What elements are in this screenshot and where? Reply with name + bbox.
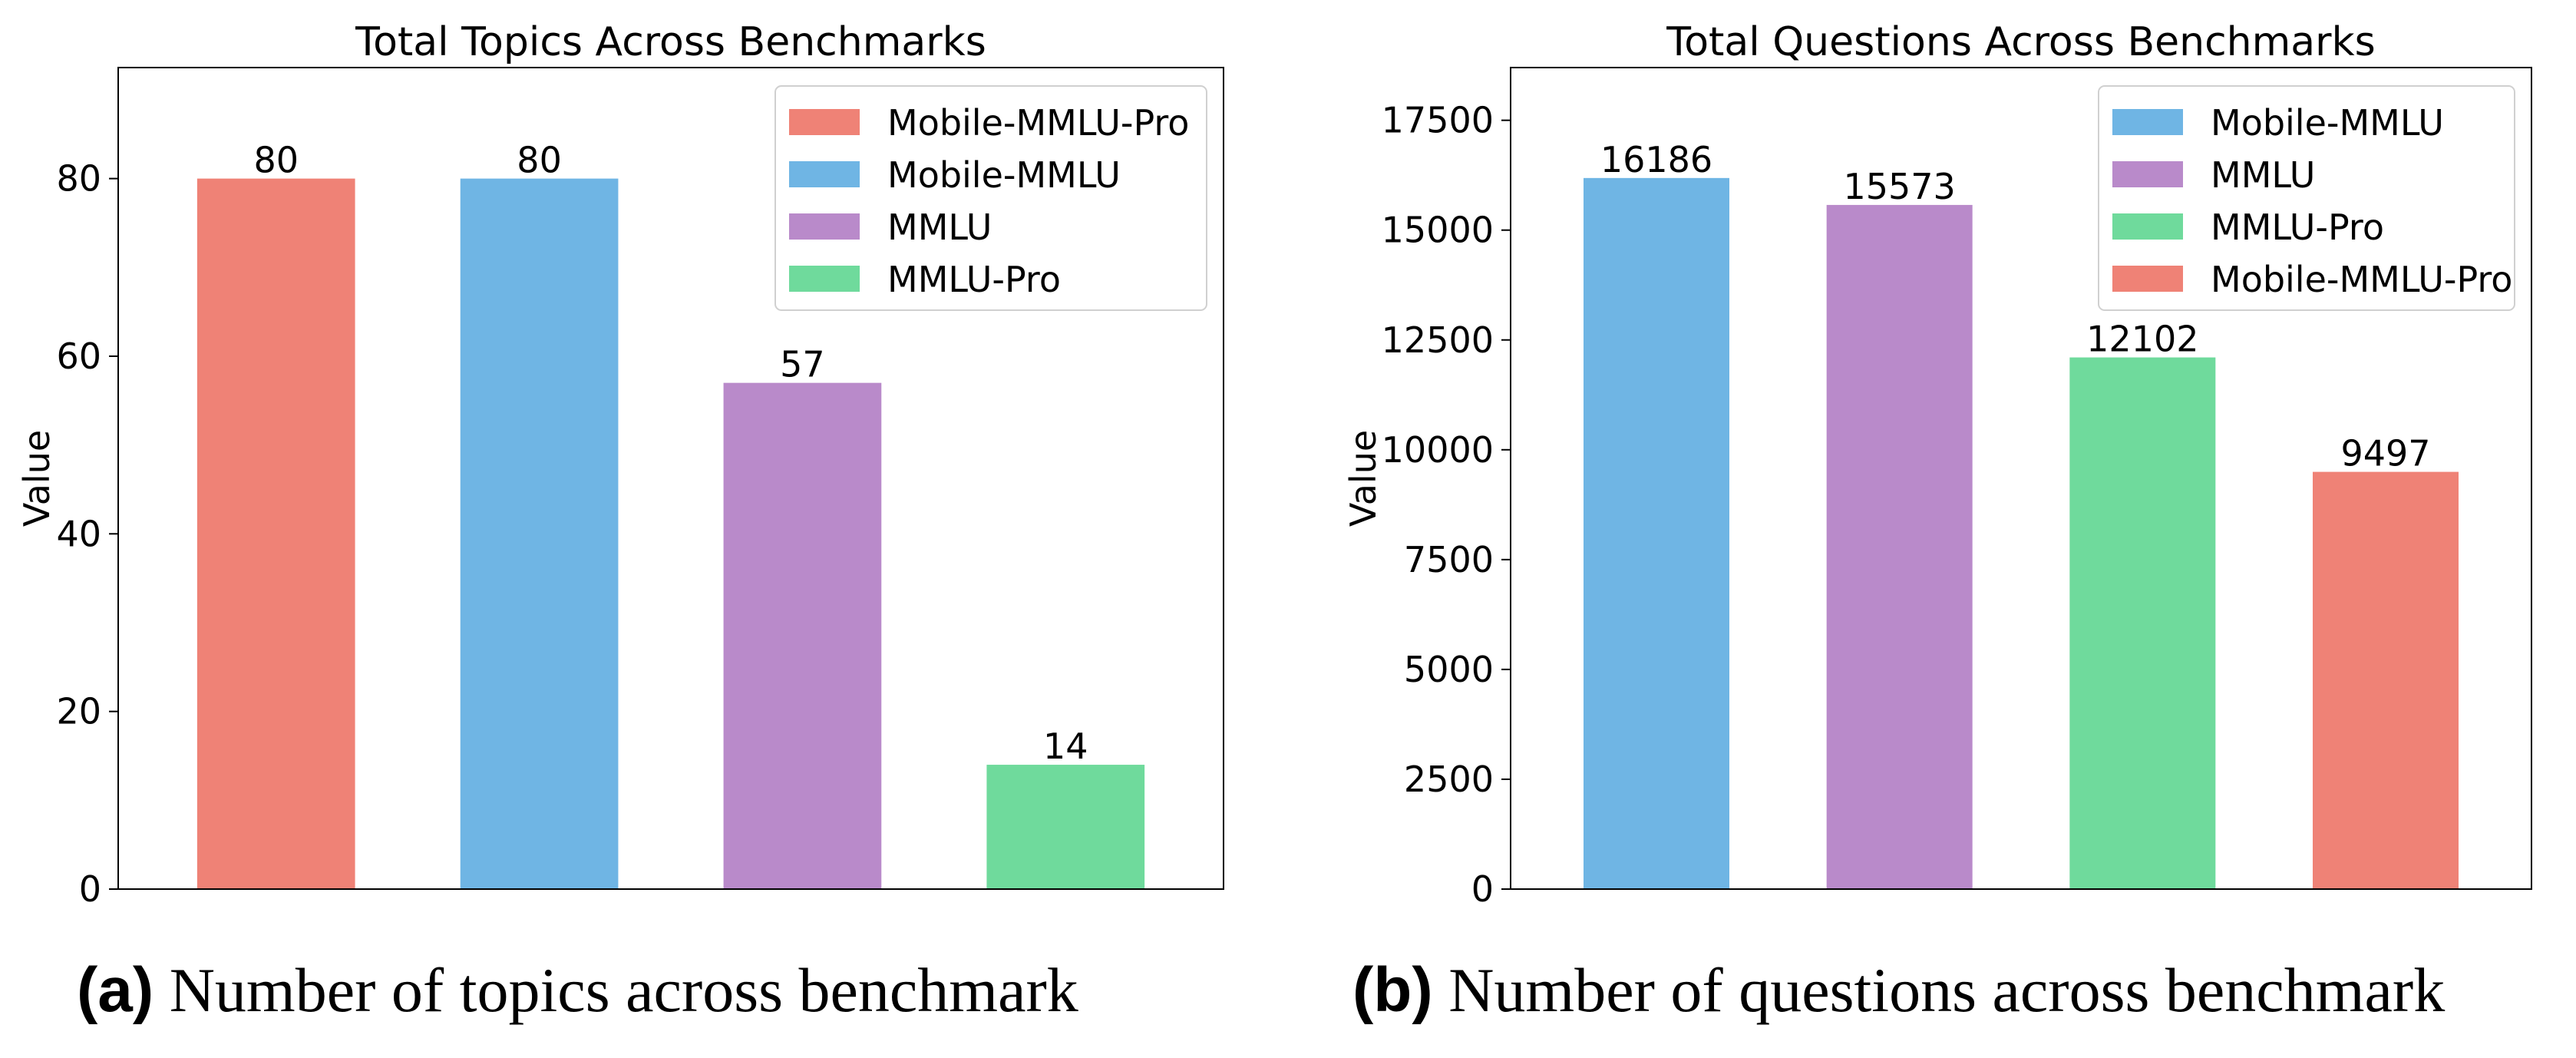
bar-mobile-mmlu-pro [197,178,355,889]
data-label: 14 [1043,726,1088,767]
y-tick-label: 5000 [1404,649,1494,690]
chart-title: Total Questions Across Benchmarks [1666,19,2375,65]
legend-entry: Mobile-MMLU [887,154,1121,196]
legend-swatch [2112,161,2183,187]
legend-frame [774,85,1207,311]
legend-swatch [2112,109,2183,135]
legend-swatch [2112,266,2183,292]
chart-panel-b: Total Questions Across Benchmarks Value 16… [1342,19,2532,910]
bar-mobile-mmlu [1584,177,1729,890]
bar-mobile-mmlu-pro [2313,471,2459,889]
bar-mmlu-pro [986,765,1145,889]
y-axis-label: Value [1342,430,1384,527]
y-tick-label: 40 [56,513,101,554]
bar-mobile-mmlu [460,178,619,889]
legend-entry: MMLU-Pro [2211,207,2384,248]
y-axis-label: Value [16,430,58,527]
chart-panel-a: Total Topics Across Benchmarks Value 80 80 5… [16,19,1224,910]
plot-frame [1510,67,2532,890]
y-tick-label: 0 [79,868,101,910]
y-tick-label: 12500 [1382,319,1494,361]
y-tick-label: 60 [56,336,101,377]
y-tick-label: 0 [1471,868,1494,910]
legend: Mobile-MMLU-Pro Mobile-MMLU MMLU MMLU-Pro [774,85,1207,311]
legend-entry: MMLU [2211,154,2315,196]
legend-swatch [2112,213,2183,240]
data-label: 15573 [1843,166,1955,207]
caption-b: (b) Number of questions across benchmark [1352,952,2445,1029]
legend-entry: Mobile-MMLU-Pro [887,102,1189,144]
data-label: 16186 [1600,139,1712,180]
legend-swatch [789,161,860,187]
data-label: 80 [253,140,299,181]
caption-a-label: (a) [77,955,154,1025]
bar-mmlu-pro [2069,357,2216,890]
y-tick-label: 7500 [1404,539,1494,580]
caption-a-text: Number of topics across benchmark [169,955,1078,1025]
bar-mmlu [723,382,882,889]
legend-frame [2098,85,2515,311]
y-tick-label: 10000 [1382,429,1494,471]
data-label: 12102 [2086,319,2198,360]
legend-swatch [789,266,860,292]
data-label: 80 [517,140,562,181]
chart-title: Total Topics Across Benchmarks [355,19,986,65]
plot-frame [117,67,1224,890]
y-tick-label: 20 [56,691,101,732]
legend-entry: MMLU [887,207,992,248]
legend-entry: MMLU-Pro [887,259,1061,300]
legend: Mobile-MMLU MMLU MMLU-Pro Mobile-MMLU-Pro [2098,85,2515,311]
bar-mmlu [1826,204,1973,890]
caption-a: (a) Number of topics across benchmark [77,952,1078,1029]
y-tick-label: 15000 [1382,210,1494,251]
legend-entry: Mobile-MMLU [2211,102,2444,144]
legend-entry: Mobile-MMLU-Pro [2211,259,2512,300]
legend-swatch [789,213,860,240]
data-label: 57 [780,344,825,385]
data-label: 9497 [2340,433,2430,474]
legend-swatch [789,109,860,135]
y-tick-label: 80 [56,158,101,200]
y-tick-label: 17500 [1382,100,1494,141]
caption-b-label: (b) [1352,955,1433,1025]
chart-figure: Total Topics Across Benchmarks Value 80 80 5… [16,19,2532,910]
y-tick-label: 2500 [1404,759,1494,800]
caption-b-text: Number of questions across benchmark [1448,955,2446,1025]
